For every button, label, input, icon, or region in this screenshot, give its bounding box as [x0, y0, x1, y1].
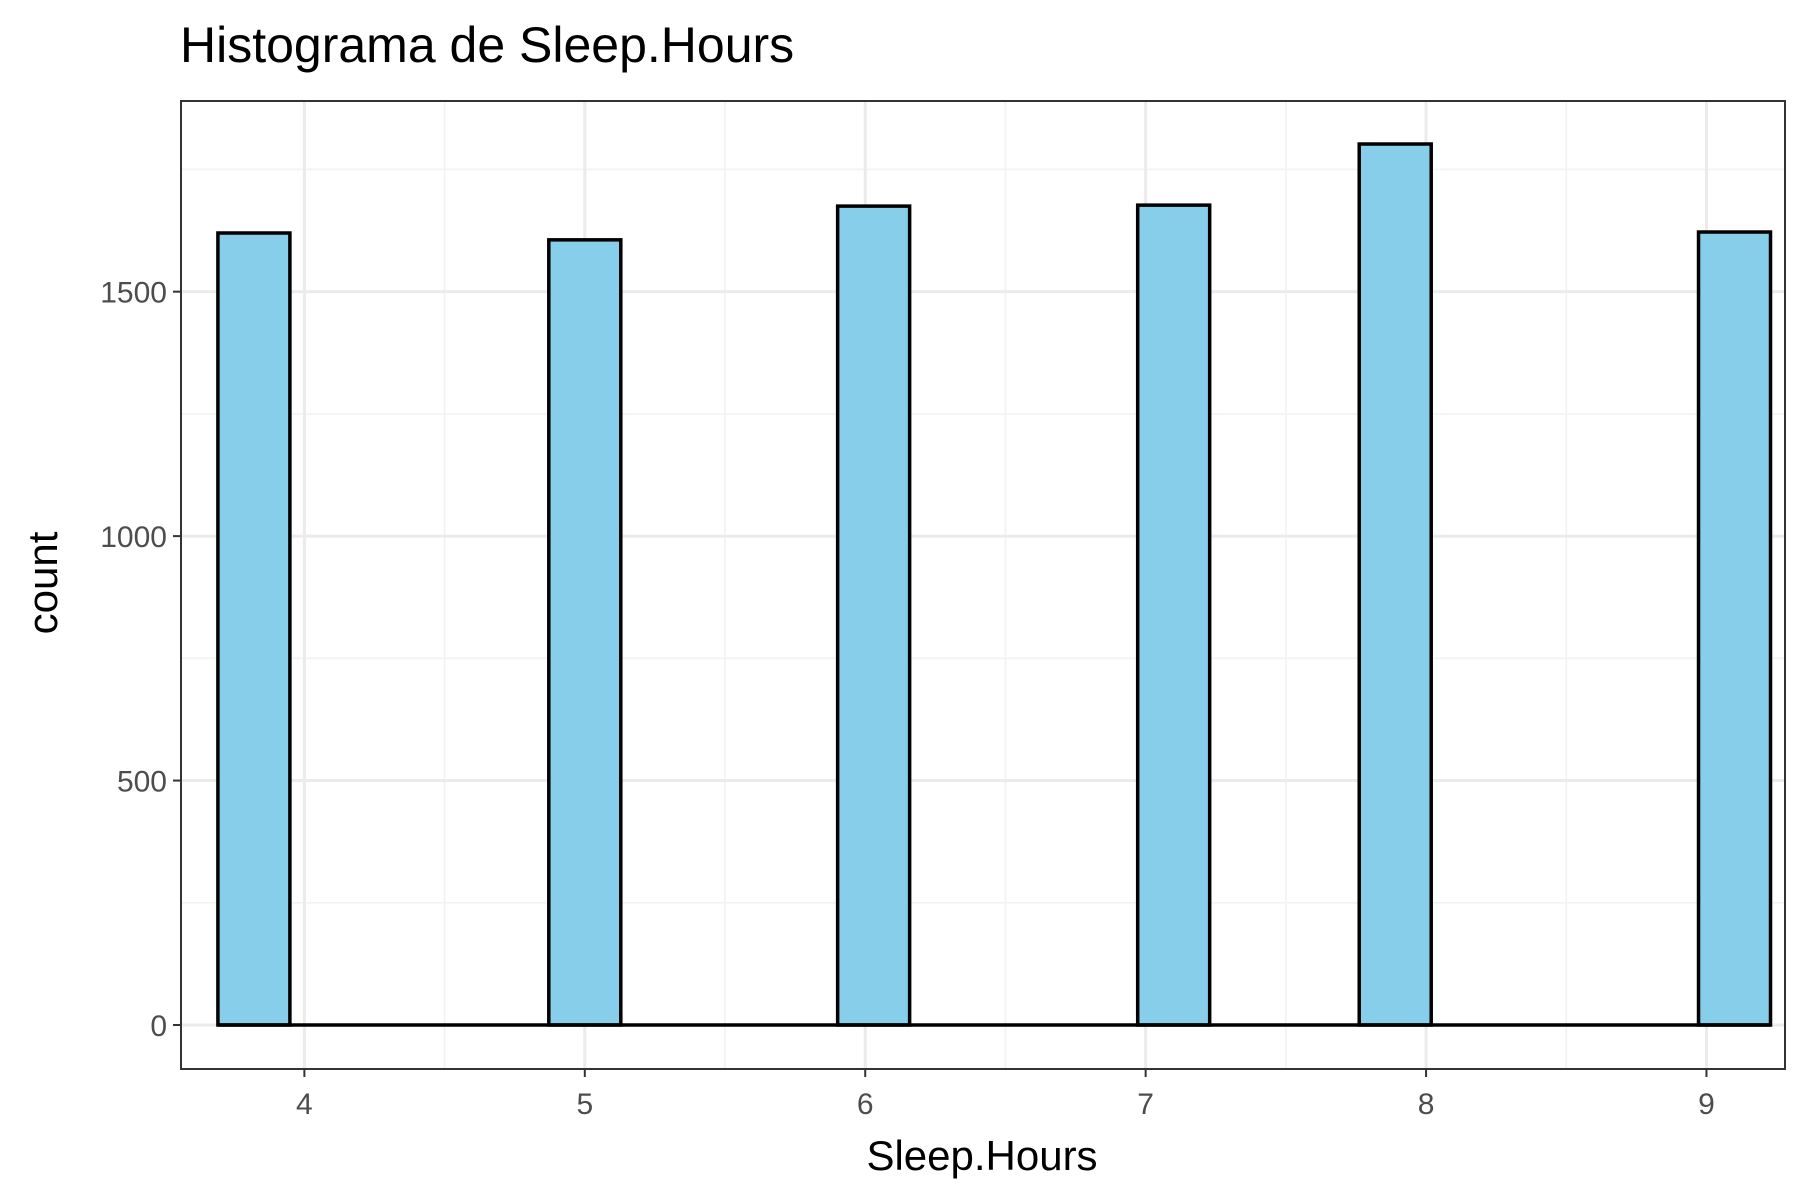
histogram-bar [1357, 142, 1433, 1027]
y-tick-label: 0 [150, 1010, 167, 1043]
x-tick-label: 6 [857, 1088, 874, 1121]
bars-group [216, 142, 1773, 1027]
panel-border [180, 100, 1786, 1070]
x-tick-label: 7 [1137, 1088, 1154, 1121]
x-tick-label: 4 [296, 1088, 313, 1121]
y-axis-ticks: 0 500 1000 1500 [100, 277, 181, 1043]
minor-gridlines [181, 101, 1785, 1069]
histogram-bar [547, 238, 623, 1027]
y-tick-label: 1500 [100, 277, 167, 310]
y-tick-label: 1000 [100, 521, 167, 554]
histogram-bar [1696, 230, 1773, 1027]
x-tick-label: 9 [1698, 1088, 1715, 1121]
y-axis-title: count [19, 531, 66, 634]
histogram-bar [216, 231, 292, 1027]
x-axis-title: Sleep.Hours [866, 1132, 1097, 1179]
chart-title: Histograma de Sleep.Hours [180, 17, 794, 73]
x-tick-label: 5 [576, 1088, 593, 1121]
histogram-bar [1135, 203, 1212, 1027]
y-tick-label: 500 [117, 766, 167, 799]
histogram-bar [835, 204, 912, 1027]
x-tick-label: 8 [1418, 1088, 1435, 1121]
x-axis-ticks: 4 5 6 7 8 9 [296, 1069, 1715, 1121]
